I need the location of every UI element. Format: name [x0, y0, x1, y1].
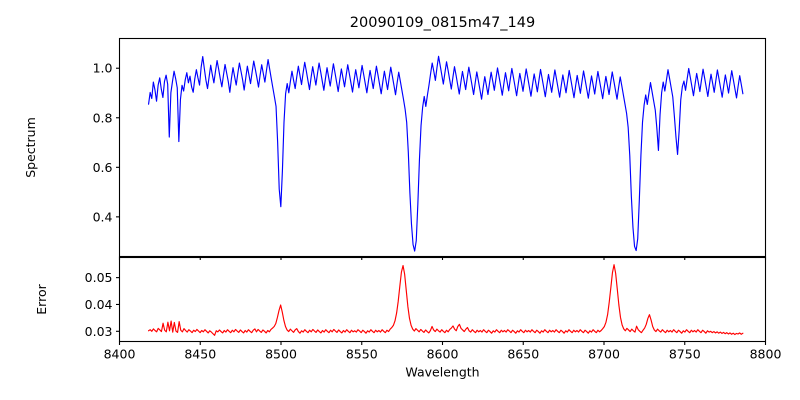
ytick-label: 0.8: [93, 110, 113, 125]
ytick-label: 0.4: [93, 209, 113, 224]
ytick-label: 0.6: [93, 160, 113, 175]
ytick-label: 0.05: [85, 270, 113, 285]
error-x-axis-label: Wavelength: [405, 365, 479, 380]
xtick-label: 8450: [184, 347, 216, 362]
error-panel: 8400 8450 8500 8550 8600 8650 8700 8750 8800 0.03…: [34, 256, 782, 380]
page-title: 20090109_0815m47_149: [350, 15, 535, 31]
error-y-axis-label: Error: [34, 283, 49, 314]
xtick-label: 8650: [507, 347, 539, 362]
xtick-label: 8550: [346, 347, 378, 362]
xtick-label: 8700: [588, 347, 620, 362]
error-axes-frame: [118, 256, 767, 343]
spectrum-y-axis-label: Spectrum: [23, 117, 38, 178]
ytick-label: 0.03: [85, 324, 113, 339]
xtick-label: 8750: [669, 347, 701, 362]
error-data-line: [147, 264, 744, 336]
xtick-label: 8500: [265, 347, 297, 362]
xtick-label: 8800: [750, 347, 782, 362]
ytick-label: 0.04: [85, 297, 113, 312]
spectrum-panel: 0.4 0.6 0.8 1.0 Spectrum: [23, 37, 767, 260]
xtick-label: 8600: [427, 347, 459, 362]
ytick-label: 1.0: [93, 61, 113, 76]
spectrum-data-line: [147, 55, 744, 252]
xtick-label: 8400: [104, 347, 136, 362]
